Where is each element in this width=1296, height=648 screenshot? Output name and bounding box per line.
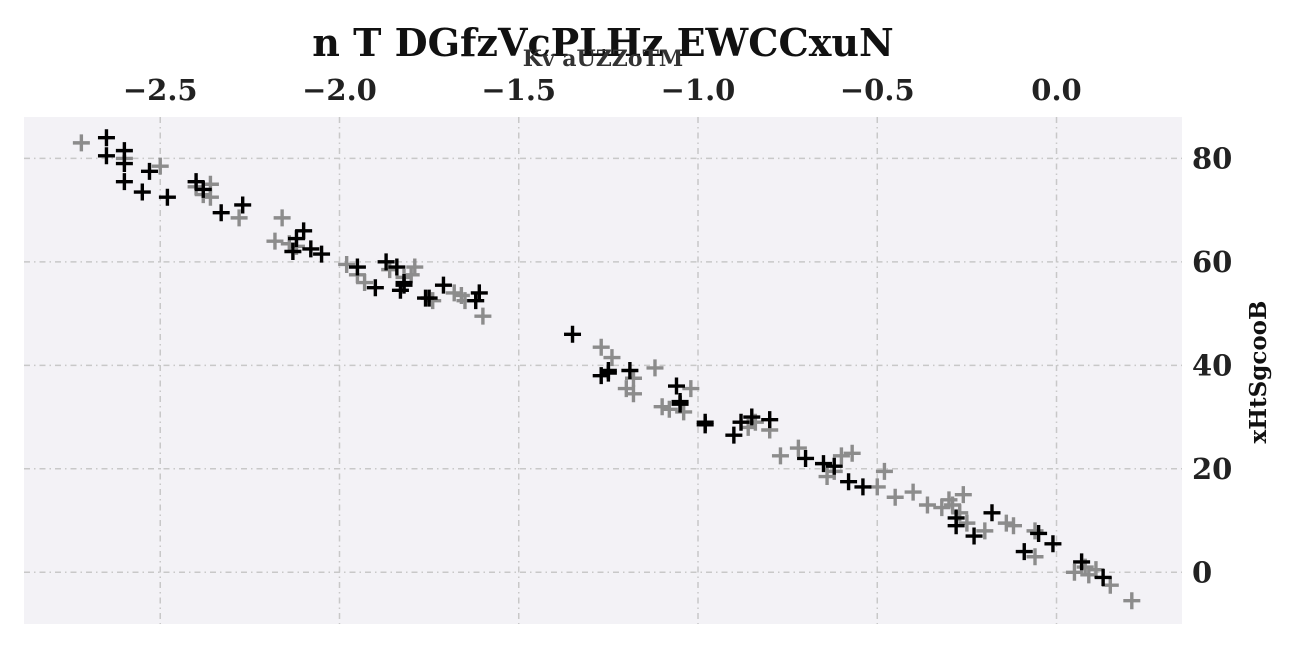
scatter-point — [976, 522, 994, 540]
scatter-point — [958, 514, 976, 532]
x-tick-label: −1.5 — [481, 73, 556, 107]
scatter-point — [1065, 563, 1083, 581]
scatter-point — [603, 349, 621, 367]
scatter-point — [564, 325, 582, 343]
x-tick-label: 0.0 — [1031, 73, 1081, 107]
scatter-point — [302, 240, 320, 258]
scatter-point — [395, 274, 413, 292]
scatter-point — [266, 232, 284, 250]
scatter-point — [313, 245, 331, 263]
scatter-point — [725, 426, 743, 444]
scatter-point — [467, 292, 485, 310]
scatter-point — [284, 243, 302, 261]
x-tick-labels: −2.5 −2.0 −1.5 −1.0 −0.5 0.0 — [123, 73, 1082, 107]
scatter-point — [348, 258, 366, 276]
scatter-point — [273, 209, 291, 227]
x-tick-label: −0.5 — [840, 73, 915, 107]
scatter-point — [832, 447, 850, 465]
scatter-point — [406, 258, 424, 276]
scatter-point — [918, 496, 936, 514]
scatter-point — [356, 274, 374, 292]
scatter-point — [761, 411, 779, 429]
scatter-point — [965, 527, 983, 545]
scatter-point — [115, 173, 133, 191]
scatter-point — [599, 362, 617, 379]
scatter-point — [97, 129, 115, 147]
scatter-point — [1044, 535, 1062, 553]
scatter-point — [338, 255, 356, 273]
scatter-point — [1073, 553, 1091, 571]
scatter-point — [954, 486, 972, 504]
scatter-point — [743, 408, 761, 426]
scatter-point — [696, 413, 714, 431]
x-tick-label: −1.0 — [661, 73, 736, 107]
scatter-point — [388, 258, 406, 276]
y-tick-label: 0 — [1192, 555, 1212, 589]
chart-title: n T DGfzVcPLHz EWCCxuN — [312, 20, 893, 65]
scatter-point — [646, 359, 664, 377]
scatter-point — [420, 289, 438, 307]
scatter-point — [194, 180, 212, 198]
scatter-point — [814, 455, 832, 473]
scatter-point — [366, 279, 384, 297]
y-tick-label: 20 — [1192, 452, 1232, 486]
scatter-point — [377, 253, 395, 271]
x-tick-label: −2.0 — [302, 73, 377, 107]
scatter-point — [151, 157, 169, 175]
scatter-point — [1026, 522, 1044, 540]
y-axis-label: xHtSgcooB — [1245, 301, 1272, 444]
scatter-point — [660, 400, 678, 418]
scatter-point — [1030, 524, 1048, 542]
scatter-point — [474, 307, 492, 325]
scatter-point — [1005, 517, 1022, 535]
scatter-point — [133, 183, 151, 201]
scatter-point — [983, 504, 1001, 522]
scatter-point — [621, 362, 639, 379]
x-axis-label: Kv aUZZoTM — [523, 46, 684, 72]
y-tick-label: 60 — [1192, 245, 1232, 279]
scatter-point — [470, 284, 488, 302]
scatter-point — [886, 488, 904, 506]
scatter-point — [797, 449, 815, 467]
scatter-point — [624, 385, 642, 403]
scatter-point — [295, 222, 313, 240]
scatter-point — [947, 509, 965, 527]
scatter-point — [72, 134, 90, 152]
y-tick-labels: 0 20 40 60 80 — [1192, 141, 1232, 589]
scatter-point — [1094, 568, 1112, 586]
grid-lines — [24, 117, 1182, 624]
scatter-point — [212, 204, 230, 222]
scatter-point — [434, 276, 452, 294]
scatter-point — [789, 439, 807, 457]
x-tick-label: −2.5 — [123, 73, 198, 107]
scatter-point — [624, 369, 642, 387]
scatter-point — [592, 338, 610, 356]
scatter-point — [230, 209, 248, 227]
scatter-point — [1123, 592, 1141, 610]
scatter-point — [682, 380, 700, 398]
scatter-point — [234, 196, 252, 214]
scatter-point — [732, 413, 750, 431]
y-tick-label: 40 — [1192, 348, 1232, 382]
scatter-point — [675, 403, 693, 421]
scatter-point — [843, 444, 861, 462]
data-points — [72, 129, 1141, 610]
scatter-point — [667, 377, 685, 395]
scatter-point — [158, 188, 176, 206]
scatter-point — [97, 147, 115, 165]
scatter-point — [825, 457, 843, 475]
scatter-point — [1026, 548, 1044, 566]
scatter-point — [904, 483, 922, 501]
scatter-point — [854, 478, 872, 496]
scatter-point — [1015, 543, 1033, 561]
scatter-point — [140, 162, 158, 180]
scatter-point — [840, 473, 858, 491]
scatter-point — [868, 478, 886, 496]
scatter-point — [771, 447, 789, 465]
scatter-point — [671, 395, 689, 413]
scatter-point — [875, 462, 893, 480]
scatter-point — [115, 155, 133, 173]
y-tick-label: 80 — [1192, 141, 1232, 175]
